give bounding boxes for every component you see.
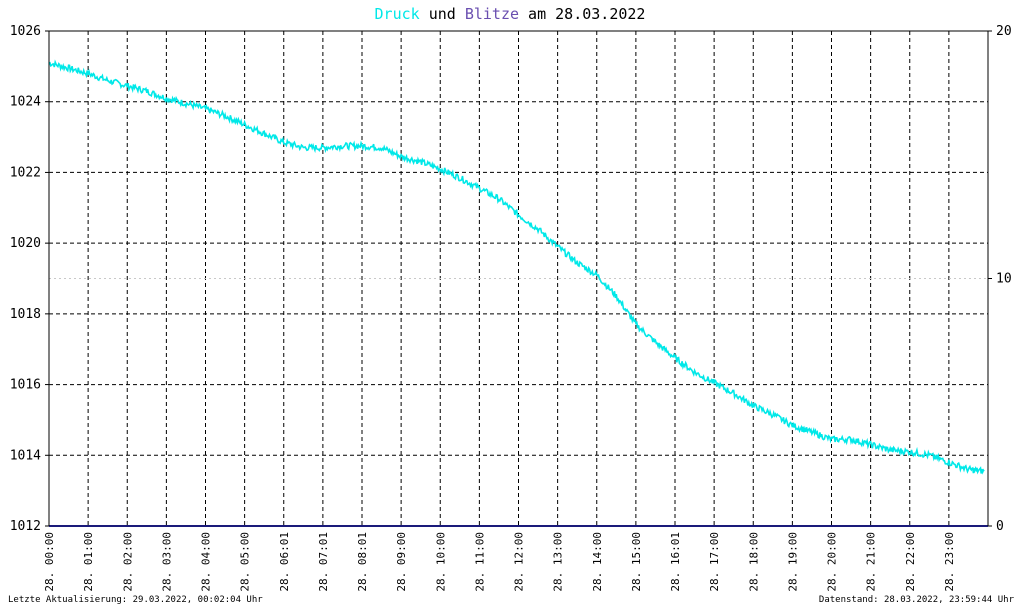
y-axis-left-ticks: 1012 1014 1016 1018 1020 1022 1024 1026 — [10, 24, 49, 534]
y-right-tick-label: 0 — [996, 519, 1004, 534]
x-tick-label: 28. 20:00 — [826, 532, 839, 592]
x-tick-label: 28. 10:00 — [434, 532, 447, 592]
x-tick-label: 28. 18:00 — [747, 532, 760, 592]
title-date: am 28.03.2022 — [519, 5, 645, 23]
title-blitze: Blitze — [465, 5, 519, 23]
x-tick-label: 28. 16:01 — [669, 532, 682, 592]
x-tick-label: 28. 22:00 — [904, 532, 917, 592]
x-tick-label: 28. 00:00 — [43, 532, 56, 592]
x-tick-label: 28. 06:01 — [278, 532, 291, 592]
y-left-tick-label: 1018 — [10, 307, 41, 322]
y-left-tick-label: 1016 — [10, 378, 41, 393]
y-right-tick-label: 10 — [996, 272, 1012, 287]
plot-area — [48, 59, 988, 527]
footer-data-status: Datenstand: 28.03.2022, 23:59:44 Uhr — [819, 595, 1015, 605]
x-tick-label: 28. 02:00 — [121, 532, 134, 592]
x-tick-label: 28. 05:00 — [239, 532, 252, 592]
y-left-tick-label: 1020 — [10, 236, 41, 251]
x-tick-label: 28. 21:00 — [865, 532, 878, 592]
y-left-tick-label: 1012 — [10, 519, 41, 534]
x-tick-label: 28. 13:00 — [552, 532, 565, 592]
y-right-tick-label: 20 — [996, 24, 1012, 39]
x-tick-label: 28. 01:00 — [82, 532, 95, 592]
y-left-tick-label: 1022 — [10, 165, 41, 180]
series-druck-line — [48, 59, 985, 475]
footer-last-update: Letzte Aktualisierung: 29.03.2022, 00:02… — [8, 595, 263, 605]
title-und: und — [420, 5, 465, 23]
y-left-tick-label: 1026 — [10, 24, 41, 39]
title-druck: Druck — [375, 5, 420, 23]
x-tick-label: 28. 15:00 — [630, 532, 643, 592]
x-tick-label: 28. 07:01 — [317, 532, 330, 592]
x-tick-label: 28. 17:00 — [708, 532, 721, 592]
y-left-tick-label: 1024 — [10, 95, 41, 110]
y-axis-right-ticks: 0 10 20 — [988, 24, 1012, 534]
grid-lines — [49, 31, 988, 526]
x-tick-label: 28. 11:00 — [473, 532, 486, 592]
x-tick-label: 28. 14:00 — [591, 532, 604, 592]
x-tick-label: 28. 08:01 — [356, 532, 369, 592]
x-tick-label: 28. 23:00 — [943, 532, 956, 592]
x-tick-label: 28. 19:00 — [786, 532, 799, 592]
x-tick-label: 28. 12:00 — [513, 532, 526, 592]
chart-title: Druck und Blitze am 28.03.2022 — [375, 5, 646, 23]
x-axis-ticks: 28. 00:00 28. 01:00 28. 02:00 28. 03:00 28. … — [43, 532, 956, 592]
x-tick-label: 28. 09:00 — [395, 532, 408, 592]
x-tick-label: 28. 04:00 — [200, 532, 213, 592]
x-tick-label: 28. 03:00 — [160, 532, 173, 592]
y-left-tick-label: 1014 — [10, 448, 41, 463]
